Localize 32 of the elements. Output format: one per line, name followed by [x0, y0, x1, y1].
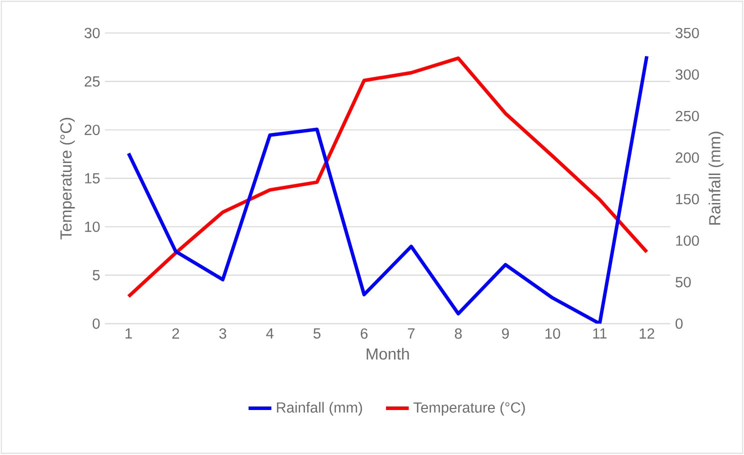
- y2-tick-label: 300: [676, 70, 699, 80]
- y-tick-label: 0: [92, 318, 100, 330]
- x-tick-label: 11: [593, 328, 607, 339]
- x-tick-label: 6: [360, 328, 368, 339]
- x-tick-label: 8: [454, 328, 462, 339]
- y-tick-label: 20: [84, 124, 100, 136]
- x-tick-label: 3: [219, 328, 226, 339]
- y-tick-label: 15: [85, 173, 100, 184]
- y2-tick-label: 100: [676, 236, 699, 246]
- y2-axis-title: Rainfall (mm): [708, 132, 724, 225]
- y2-tick-label: 50: [676, 277, 691, 288]
- y2-tick-label: 200: [676, 152, 699, 163]
- legend-label: Temperature (°C): [414, 402, 525, 416]
- x-axis-title: Month: [366, 348, 409, 360]
- y-tick-label: 30: [84, 28, 100, 38]
- y-tick-label: 10: [85, 222, 100, 232]
- y2-tick-label: 0: [676, 318, 683, 330]
- x-tick-label: 1: [126, 328, 132, 339]
- x-tick-label: 5: [314, 328, 320, 339]
- y-tick-label: 5: [92, 270, 100, 281]
- x-tick-label: 7: [408, 328, 415, 339]
- x-tick-label: 12: [640, 328, 654, 339]
- x-tick-label: 10: [546, 328, 560, 339]
- x-tick-label: 9: [502, 328, 509, 339]
- legend-label: Rainfall (mm): [276, 402, 362, 416]
- x-tick-label: 4: [266, 328, 274, 339]
- y2-tick-label: 250: [676, 111, 699, 122]
- y2-tick-label: 150: [676, 194, 699, 204]
- y2-tick-label: 350: [676, 28, 699, 38]
- y-axis-title: Temperature (°C): [60, 118, 75, 240]
- y-tick-label: 25: [84, 76, 100, 87]
- x-tick-label: 2: [172, 328, 180, 339]
